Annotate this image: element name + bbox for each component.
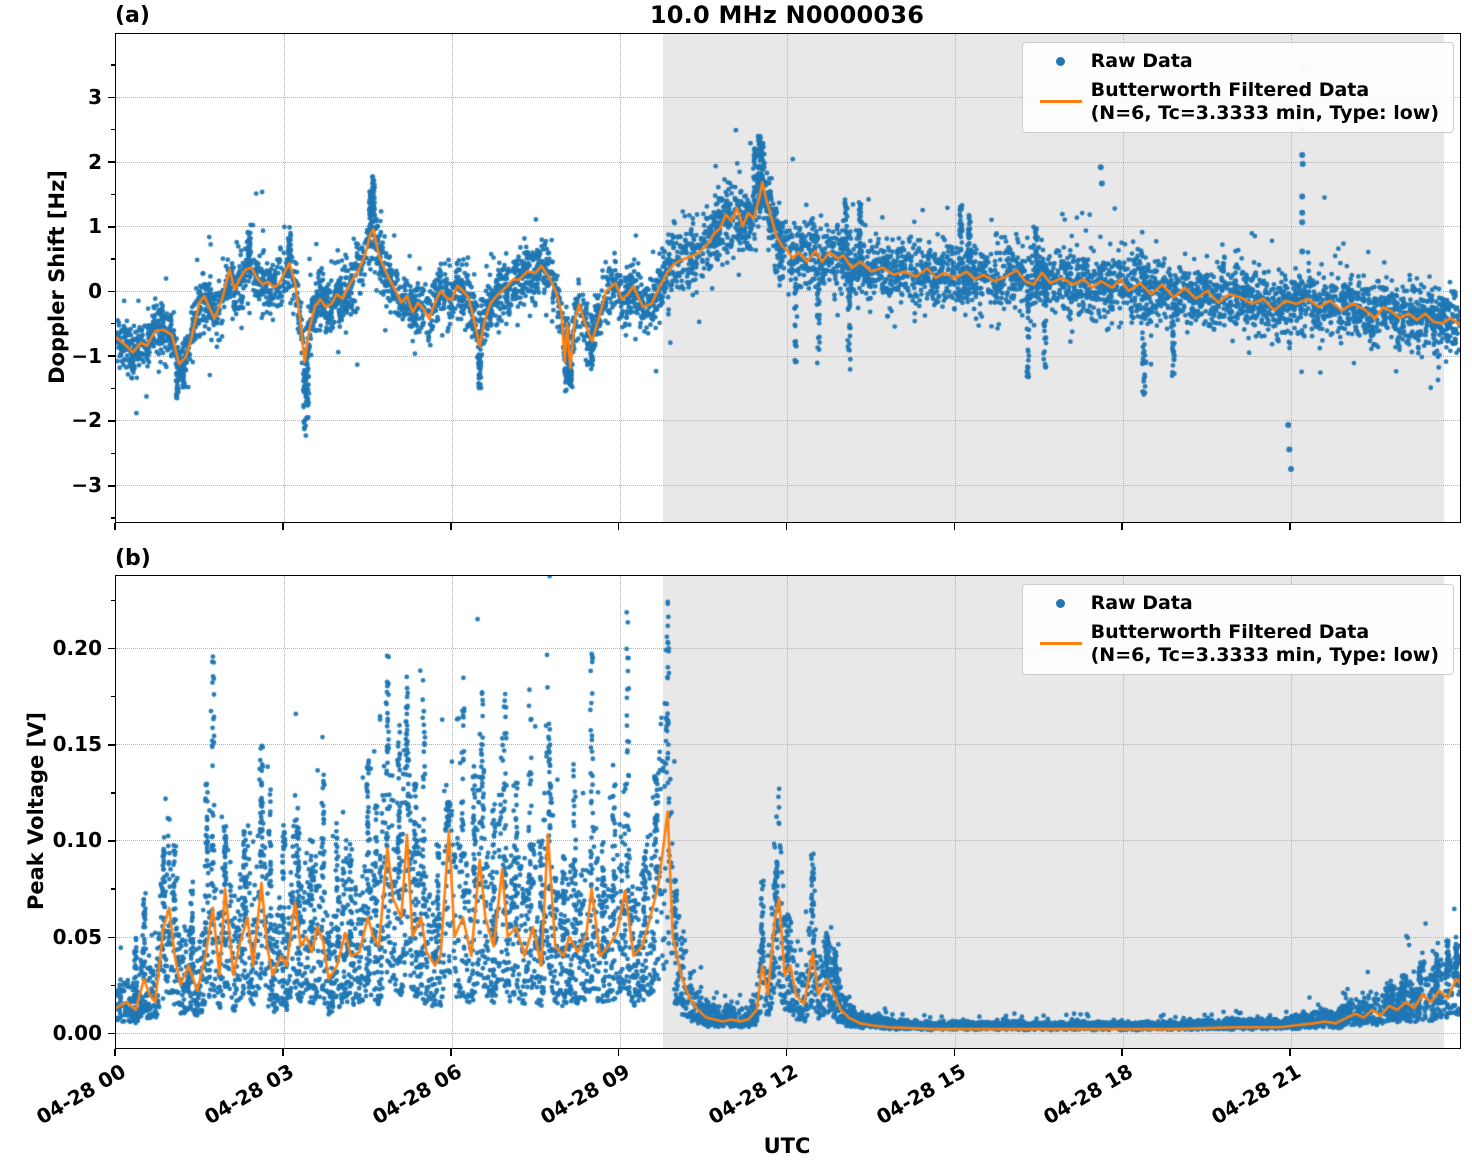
plot-area-a: Raw Data Butterworth Filtered Data (N=6,… [115, 33, 1461, 523]
legend-filtered-label-line1: Butterworth Filtered Data [1090, 78, 1370, 101]
y-tick-label: 0.00 [52, 1020, 102, 1045]
y-tick-label: 0.20 [52, 635, 102, 660]
x-tick-mark [1289, 1048, 1291, 1056]
x-tick-label: 04-28 15 [871, 1059, 970, 1130]
y-tick-label: 3 [88, 84, 102, 109]
x-tick-mark [449, 1048, 452, 1056]
filtered-line-marker-icon [1031, 642, 1091, 646]
y-tick-label: −1 [71, 343, 102, 368]
x-tick-mark [282, 522, 284, 530]
x-tick-mark [1289, 522, 1291, 530]
filtered-line-marker-icon [1031, 100, 1091, 104]
y-minor-tick-mark [111, 888, 115, 890]
chart-title: 10.0 MHz N0000036 [649, 1, 925, 29]
legend-filtered-label-line2: (N=6, Tc=3.3333 min, Type: low) [1090, 643, 1439, 666]
x-tick-mark [617, 522, 620, 530]
y-minor-tick-mark [111, 64, 115, 66]
y-tick-label: 0.05 [52, 924, 102, 949]
panel-a-label: (a) [115, 3, 150, 28]
y-minor-tick-mark [111, 984, 115, 987]
y-minor-tick-mark [111, 452, 115, 454]
legend-raw-label: Raw Data [1090, 50, 1193, 72]
y-tick-label: 0 [88, 278, 102, 303]
y-tick-mark [108, 936, 115, 939]
y-minor-tick-mark [111, 323, 115, 325]
panel-b-label: (b) [115, 546, 151, 571]
y-tick-mark [108, 420, 115, 422]
plot-area-b: Raw Data Butterworth Filtered Data (N=6,… [115, 575, 1461, 1049]
legend-item-filtered: Butterworth Filtered Data (N=6, Tc=3.333… [1031, 621, 1439, 667]
y-minor-tick-mark [111, 517, 115, 519]
y-minor-tick-mark [111, 695, 115, 698]
y-minor-tick-mark [111, 128, 115, 131]
y-tick-label: 1 [88, 214, 102, 239]
y-tick-label: 0.10 [52, 828, 102, 853]
legend-filtered-label-line2: (N=6, Tc=3.3333 min, Type: low) [1090, 101, 1439, 124]
legend-item-raw: Raw Data [1031, 50, 1439, 73]
y-tick-mark [108, 484, 115, 487]
y-minor-tick-mark [111, 387, 115, 390]
x-tick-label: 04-28 18 [1039, 1059, 1138, 1130]
x-tick-label: 04-28 09 [536, 1059, 634, 1130]
y-tick-label: 2 [88, 149, 102, 174]
y-minor-tick-mark [111, 193, 115, 196]
legend-filtered-label: Butterworth Filtered Data (N=6, Tc=3.333… [1091, 79, 1439, 125]
x-tick-mark [114, 1048, 116, 1056]
y-tick-mark [108, 355, 115, 358]
x-tick-label: 04-28 21 [1207, 1059, 1306, 1130]
y-tick-mark [108, 647, 115, 650]
y-tick-mark [108, 840, 115, 842]
y-tick-label: −2 [71, 408, 102, 433]
x-tick-mark [1121, 1048, 1123, 1056]
x-tick-label: 04-28 03 [200, 1059, 298, 1130]
y-minor-tick-mark [111, 599, 115, 602]
y-tick-mark [108, 290, 115, 293]
legend-item-raw: Raw Data [1031, 592, 1439, 615]
y-minor-tick-mark [111, 258, 115, 260]
raw-data-marker-icon [1031, 598, 1091, 608]
x-tick-label: 04-28 00 [32, 1059, 130, 1130]
y-tick-label: −3 [71, 473, 102, 498]
y-tick-mark [108, 226, 115, 228]
x-tick-mark [785, 1048, 788, 1056]
legend-b: Raw Data Butterworth Filtered Data (N=6,… [1021, 584, 1454, 676]
legend-a: Raw Data Butterworth Filtered Data (N=6,… [1021, 42, 1454, 134]
x-tick-label: 04-28 12 [703, 1059, 802, 1130]
legend-filtered-label: Butterworth Filtered Data (N=6, Tc=3.333… [1091, 621, 1439, 667]
y-tick-mark [108, 96, 115, 99]
x-tick-mark [114, 522, 116, 530]
legend-raw-label: Raw Data [1090, 592, 1193, 614]
x-tick-mark [953, 522, 956, 530]
y-minor-tick-mark [111, 792, 115, 794]
x-tick-mark [617, 1048, 620, 1056]
legend-filtered-label-line1: Butterworth Filtered Data [1090, 620, 1370, 643]
x-tick-mark [449, 522, 452, 530]
y-tick-label: 0.15 [52, 732, 102, 757]
raw-data-marker-icon [1031, 56, 1091, 66]
x-axis-title: UTC [763, 1134, 811, 1158]
x-tick-mark [785, 522, 788, 530]
y-tick-mark [108, 1032, 115, 1035]
legend-item-filtered: Butterworth Filtered Data (N=6, Tc=3.333… [1031, 79, 1439, 125]
y-tick-mark [108, 161, 115, 163]
y-tick-mark [108, 744, 115, 746]
x-tick-mark [282, 1048, 284, 1056]
x-tick-mark [953, 1048, 956, 1056]
x-tick-mark [1121, 522, 1123, 530]
x-tick-label: 04-28 06 [368, 1059, 466, 1130]
